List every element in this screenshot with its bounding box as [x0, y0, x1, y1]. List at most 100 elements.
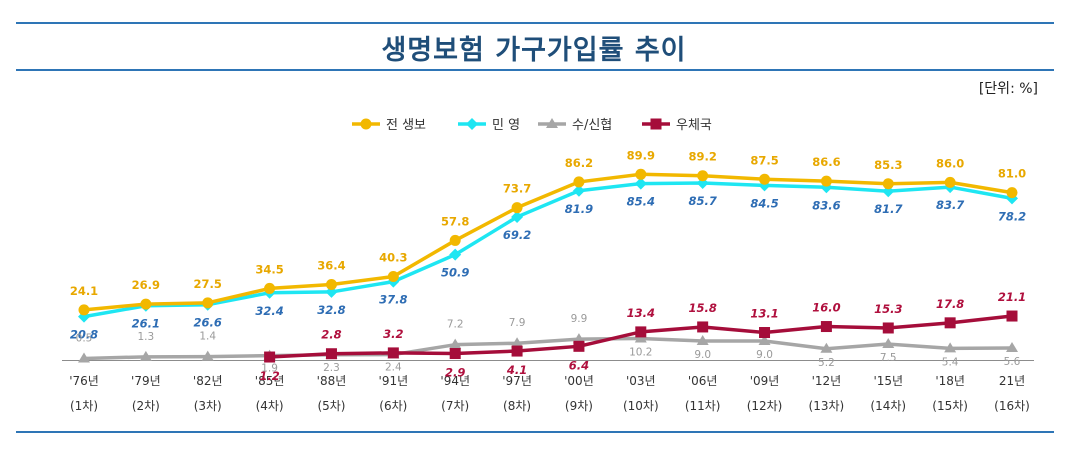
series-2-marker	[944, 342, 957, 353]
series-3-marker	[325, 348, 337, 360]
series-0-data-label: 36.4	[317, 259, 345, 273]
series-2-marker	[1006, 341, 1018, 352]
series-3-data-label: 15.3	[874, 302, 902, 316]
unit-label: [단위: %]	[978, 81, 1038, 97]
x-tick-label: '79년	[131, 374, 161, 388]
x-tick-label: '18년	[935, 374, 965, 388]
series-0-marker	[264, 282, 276, 294]
x-tick-sublabel: (3차)	[194, 399, 222, 413]
series-3-data-label: 3.2	[383, 327, 403, 341]
series-0-marker	[635, 168, 647, 180]
series-0-marker	[449, 234, 461, 246]
x-tick-sublabel: (14차)	[870, 399, 906, 413]
series-3-marker	[573, 340, 585, 352]
x-tick-sublabel: (1차)	[70, 399, 98, 413]
series-1-data-label: 81.9	[565, 202, 593, 216]
series-0-marker	[697, 170, 709, 182]
x-tick-sublabel: (4차)	[256, 399, 284, 413]
series-2-marker	[546, 118, 558, 128]
series-2-line	[83, 336, 1013, 361]
series-0-data-label: 86.6	[812, 155, 840, 169]
series-2-data-label: 10.2	[629, 346, 652, 358]
series-3-data-label: 2.9	[445, 366, 465, 380]
series-2-marker	[820, 342, 833, 353]
series-1-line	[83, 181, 1013, 319]
series-2-marker	[882, 338, 895, 349]
series-3-marker	[820, 321, 832, 333]
series-0-data-label: 81.0	[998, 167, 1026, 181]
series-3-data-label: 17.8	[936, 297, 964, 311]
series-0-data-label: 85.3	[874, 158, 902, 172]
series-0-data-label: 86.2	[565, 156, 593, 170]
series-0-data-label: 27.5	[194, 277, 222, 291]
series-3-data-label: 1.2	[259, 369, 279, 383]
series-1-data-label: 26.1	[132, 317, 160, 331]
series-1-data-label: 69.2	[503, 228, 531, 242]
series-3-data-label: 13.1	[750, 307, 778, 321]
series-3-data-label: 21.1	[998, 290, 1026, 304]
x-tick-label: '85년	[255, 374, 285, 388]
title-underline	[16, 69, 1054, 71]
x-tick-sublabel: (7차)	[441, 399, 469, 413]
series-3-data-label: 4.1	[506, 363, 527, 377]
series-3-data-label: 2.8	[321, 328, 341, 342]
series-0-data-label: 89.9	[627, 148, 655, 162]
x-tick-label: '00년	[564, 374, 594, 388]
series-0-marker	[360, 118, 372, 130]
legend-label: 민 영	[492, 118, 520, 133]
page-title: 생명보험 가구가입률 추이	[381, 35, 687, 66]
series-1-data-label: 83.6	[812, 198, 840, 212]
series-3-marker	[449, 348, 461, 360]
legend-label: 수/신협	[572, 118, 612, 133]
series-1-data-label: 37.8	[379, 293, 407, 307]
series-2-data-label: 1.9	[261, 363, 278, 375]
x-tick-sublabel: (6차)	[379, 399, 407, 413]
x-tick-label: '88년	[317, 374, 347, 388]
x-tick-sublabel: (11차)	[685, 399, 721, 413]
x-tick-sublabel: (8차)	[503, 399, 531, 413]
x-tick-label: '82년	[193, 374, 223, 388]
series-1-data-label: 32.4	[255, 304, 283, 318]
x-tick-label: '91년	[379, 374, 409, 388]
series-0-marker	[202, 297, 214, 309]
bottom-rule	[16, 431, 1054, 433]
series-2-marker	[201, 350, 214, 361]
series-0-data-label: 89.2	[688, 150, 716, 164]
series-0-marker	[387, 270, 399, 282]
x-tick-sublabel: (2차)	[132, 399, 160, 413]
x-tick-label: '03년	[626, 374, 656, 388]
series-1-data-label: 83.7	[936, 198, 964, 212]
series-0-marker	[511, 202, 523, 214]
series-1-marker	[511, 210, 524, 223]
series-1-data-label: 84.5	[750, 196, 778, 210]
series-2-marker	[511, 337, 524, 348]
series-3-data-label: 15.8	[688, 301, 716, 315]
series-0-marker	[78, 304, 90, 316]
series-3-marker	[635, 326, 647, 338]
series-1-marker	[449, 248, 462, 261]
series-2-data-label: 1.4	[199, 331, 216, 343]
x-tick-sublabel: (15차)	[932, 399, 968, 413]
series-0-data-label: 34.5	[255, 262, 283, 276]
x-tick-sublabel: (5차)	[317, 399, 345, 413]
top-rule	[16, 22, 1054, 24]
series-2-data-label: 5.6	[1004, 356, 1021, 368]
series-2-marker	[572, 333, 585, 344]
x-tick-sublabel: (9차)	[565, 399, 593, 413]
series-3-marker	[650, 118, 662, 130]
series-2-data-label: 2.4	[385, 362, 402, 374]
x-tick-label: '12년	[812, 374, 842, 388]
series-0-data-label: 26.9	[132, 278, 160, 292]
series-2-data-label: 7.9	[509, 317, 526, 329]
series-1-marker	[466, 118, 478, 130]
series-0-data-label: 73.7	[503, 182, 531, 196]
series-1-data-label: 50.9	[441, 266, 469, 280]
series-0-data-label: 86.0	[936, 156, 964, 170]
series-3-data-label: 16.0	[812, 301, 840, 315]
series-1-data-label: 26.6	[194, 316, 222, 330]
series-2-data-label: 5.2	[818, 357, 835, 369]
x-tick-sublabel: (13차)	[809, 399, 845, 413]
x-tick-label: '76년	[69, 374, 99, 388]
x-tick-label: '09년	[750, 374, 780, 388]
